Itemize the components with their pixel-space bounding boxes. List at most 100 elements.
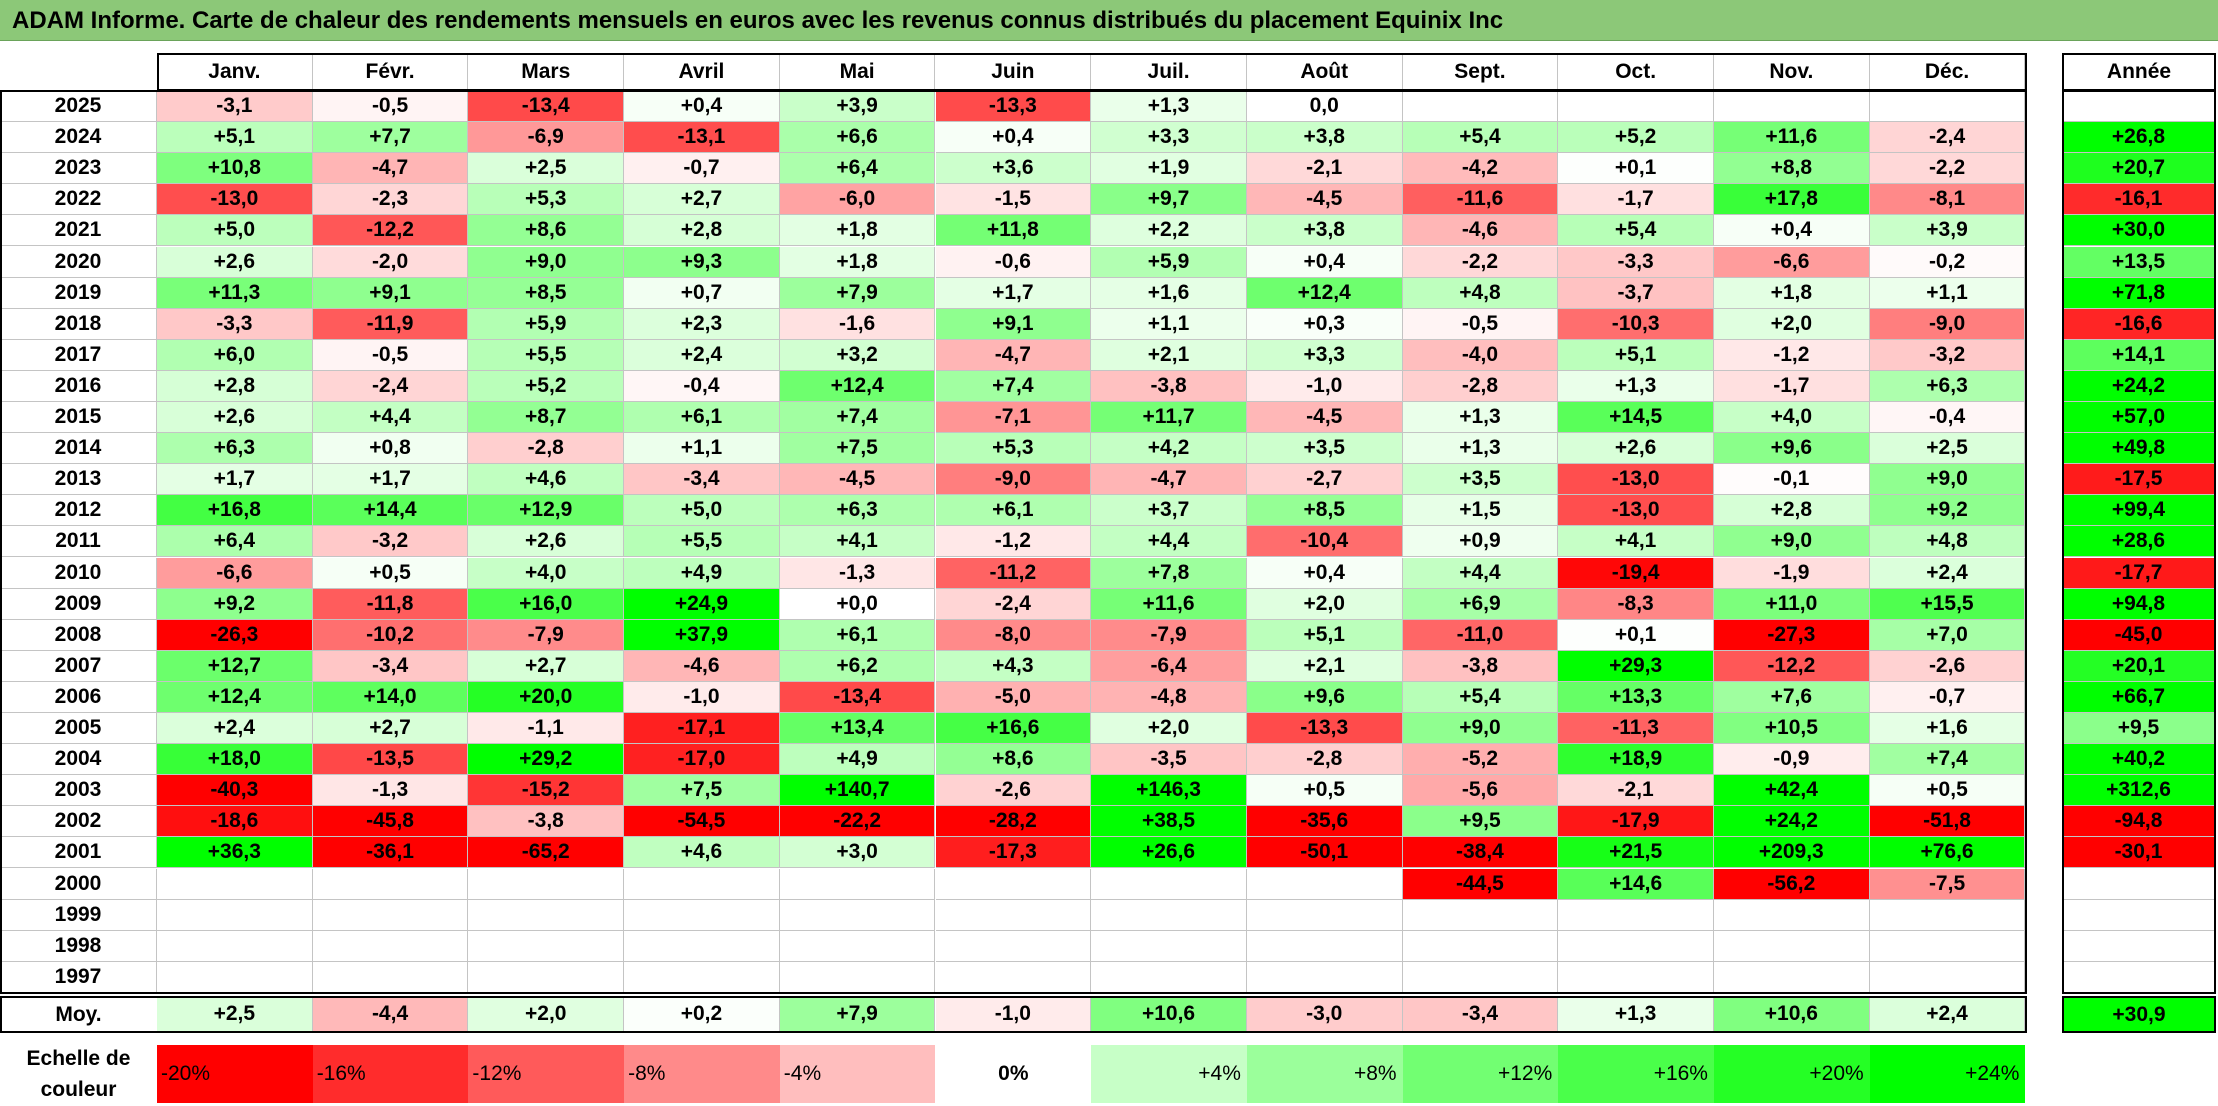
- heatmap-cell: +2,4: [1869, 557, 2026, 589]
- month-header: Févr.: [312, 54, 469, 90]
- heatmap-cell: +11,8: [935, 215, 1092, 247]
- heatmap-cell: +0,4: [1246, 246, 1403, 278]
- heatmap-cell: -13,0: [1558, 464, 1714, 496]
- heatmap-cell: +16,0: [468, 588, 625, 620]
- heatmap-cell: +3,8: [1246, 215, 1403, 247]
- heatmap-cell: [624, 899, 780, 931]
- heatmap-cell: -2,1: [1246, 153, 1403, 185]
- heatmap-cell: +12,9: [468, 495, 625, 527]
- heatmap-cell: +6,6: [779, 122, 936, 154]
- heatmap-cell: -13,3: [1246, 713, 1403, 745]
- heatmap-cell: [624, 930, 780, 962]
- heatmap-cell: +146,3: [1091, 775, 1247, 807]
- year-cell: +20,7: [2062, 153, 2216, 185]
- color-scale-swatch: +4%: [1091, 1045, 1247, 1103]
- heatmap-cell: +8,7: [468, 402, 625, 434]
- heatmap-cell: +5,3: [935, 433, 1092, 465]
- heatmap-cell: +5,2: [1558, 122, 1714, 154]
- year-cell: +99,4: [2062, 495, 2216, 527]
- heatmap-cell: +2,6: [1558, 433, 1714, 465]
- heatmap-cell: +11,0: [1714, 588, 1870, 620]
- heatmap-cell: -0,7: [624, 153, 780, 185]
- heatmap-cell: +9,0: [468, 246, 625, 278]
- row-label: 2023: [0, 153, 157, 185]
- heatmap-cell: +1,3: [1402, 433, 1559, 465]
- heatmap-cell: +4,9: [624, 557, 780, 589]
- heatmap-cell: +42,4: [1714, 775, 1870, 807]
- row-label: 2001: [0, 837, 157, 869]
- average-cell: +2,5: [157, 997, 313, 1032]
- heatmap-cell: -2,3: [312, 184, 469, 216]
- heatmap-cell: +0,1: [1558, 153, 1714, 185]
- heatmap-cell: [935, 961, 1092, 993]
- heatmap-cell: -3,8: [1091, 370, 1247, 402]
- month-header: Août: [1246, 54, 1403, 90]
- heatmap-cell: +2,5: [1869, 433, 2026, 465]
- heatmap-cell: +0,4: [1246, 557, 1403, 589]
- heatmap-cell: +4,2: [1091, 433, 1247, 465]
- heatmap-cell: -8,0: [935, 619, 1092, 651]
- heatmap-cell: +5,5: [624, 526, 780, 558]
- heatmap-cell: +6,3: [779, 495, 936, 527]
- heatmap-cell: [935, 868, 1092, 900]
- heatmap-cell: [624, 961, 780, 993]
- row-label: 1998: [0, 930, 157, 962]
- year-cell: [2062, 899, 2216, 931]
- year-cell: -30,1: [2062, 837, 2216, 869]
- heatmap-cell: -2,7: [1246, 464, 1403, 496]
- heatmap-cell: +12,4: [157, 681, 313, 713]
- heatmap-cell: +13,3: [1558, 681, 1714, 713]
- average-cell: +1,3: [1558, 997, 1714, 1032]
- year-cell: +30,0: [2062, 215, 2216, 247]
- heatmap-cell: +2,7: [312, 713, 469, 745]
- heatmap-cell: +2,1: [1091, 339, 1247, 371]
- heatmap-cell: +20,0: [468, 681, 625, 713]
- heatmap-cell: +1,9: [1091, 153, 1247, 185]
- heatmap-cell: +140,7: [779, 775, 936, 807]
- month-header: Janv.: [157, 54, 313, 90]
- year-column-header: Année: [2062, 54, 2216, 90]
- heatmap-cell: +1,7: [935, 277, 1092, 309]
- heatmap-cell: +0,0: [779, 588, 936, 620]
- color-scale-swatch: +12%: [1402, 1045, 1559, 1103]
- color-scale-swatch: -4%: [779, 1045, 936, 1103]
- heatmap-cell: -13,4: [779, 681, 936, 713]
- color-scale-swatch: +20%: [1714, 1045, 1870, 1103]
- heatmap-cell: [779, 961, 936, 993]
- heatmap-cell: -38,4: [1402, 837, 1559, 869]
- heatmap-cell: [1558, 930, 1714, 962]
- heatmap-cell: -7,5: [1869, 868, 2026, 900]
- heatmap-cell: +2,3: [624, 308, 780, 340]
- heatmap-cell: -1,2: [1714, 339, 1870, 371]
- heatmap-cell: -13,4: [468, 91, 625, 123]
- heatmap-cell: +4,8: [1869, 526, 2026, 558]
- heatmap-cell: -10,4: [1246, 526, 1403, 558]
- heatmap-cell: -3,1: [157, 91, 313, 123]
- heatmap-cell: +9,1: [935, 308, 1092, 340]
- heatmap-cell: +3,5: [1402, 464, 1559, 496]
- heatmap-cell: -2,8: [1246, 744, 1403, 776]
- color-scale-swatch: +16%: [1558, 1045, 1714, 1103]
- heatmap-cell: +1,7: [157, 464, 313, 496]
- heatmap-cell: -0,4: [624, 370, 780, 402]
- heatmap-cell: +7,9: [779, 277, 936, 309]
- heatmap-cell: -4,7: [312, 153, 469, 185]
- row-label: 2007: [0, 650, 157, 682]
- heatmap-cell: -17,9: [1558, 806, 1714, 838]
- row-label: 2014: [0, 433, 157, 465]
- month-header: Juin: [935, 54, 1092, 90]
- year-cell: +71,8: [2062, 277, 2216, 309]
- heatmap-cell: [468, 961, 625, 993]
- heatmap-cell: -44,5: [1402, 868, 1559, 900]
- heatmap-cell: +2,7: [468, 650, 625, 682]
- heatmap-cell: +2,4: [624, 339, 780, 371]
- heatmap-cell: +26,6: [1091, 837, 1247, 869]
- heatmap-cell: +12,7: [157, 650, 313, 682]
- heatmap-cell: +8,5: [1246, 495, 1403, 527]
- heatmap-cell: [312, 930, 469, 962]
- heatmap-cell: -22,2: [779, 806, 936, 838]
- heatmap-cell: -11,9: [312, 308, 469, 340]
- heatmap-cell: +6,9: [1402, 588, 1559, 620]
- heatmap-cell: +6,1: [935, 495, 1092, 527]
- heatmap-cell: +5,1: [1246, 619, 1403, 651]
